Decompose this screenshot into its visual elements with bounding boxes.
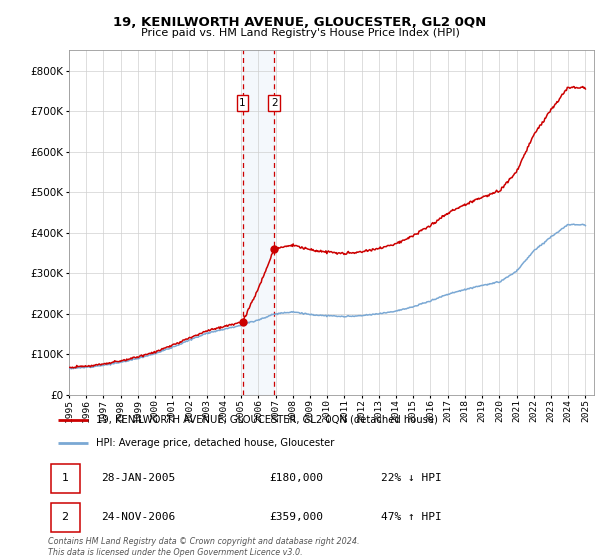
Text: £180,000: £180,000 — [270, 473, 324, 483]
Text: HPI: Average price, detached house, Gloucester: HPI: Average price, detached house, Glou… — [95, 438, 334, 448]
Text: This data is licensed under the Open Government Licence v3.0.: This data is licensed under the Open Gov… — [48, 548, 302, 557]
Text: 1: 1 — [62, 473, 68, 483]
Text: 19, KENILWORTH AVENUE, GLOUCESTER, GL2 0QN: 19, KENILWORTH AVENUE, GLOUCESTER, GL2 0… — [113, 16, 487, 29]
Text: 19, KENILWORTH AVENUE, GLOUCESTER, GL2 0QN (detached house): 19, KENILWORTH AVENUE, GLOUCESTER, GL2 0… — [95, 414, 437, 424]
FancyBboxPatch shape — [50, 464, 80, 493]
Text: 22% ↓ HPI: 22% ↓ HPI — [380, 473, 442, 483]
Text: 1: 1 — [239, 98, 246, 108]
Text: Contains HM Land Registry data © Crown copyright and database right 2024.: Contains HM Land Registry data © Crown c… — [48, 537, 359, 546]
Bar — [242, 50, 274, 395]
FancyBboxPatch shape — [50, 503, 80, 532]
Text: 28-JAN-2005: 28-JAN-2005 — [101, 473, 175, 483]
Text: 24-NOV-2006: 24-NOV-2006 — [101, 512, 175, 522]
Text: 47% ↑ HPI: 47% ↑ HPI — [380, 512, 442, 522]
Text: 2: 2 — [62, 512, 69, 522]
Text: 2: 2 — [271, 98, 277, 108]
Text: £359,000: £359,000 — [270, 512, 324, 522]
Text: Price paid vs. HM Land Registry's House Price Index (HPI): Price paid vs. HM Land Registry's House … — [140, 28, 460, 38]
